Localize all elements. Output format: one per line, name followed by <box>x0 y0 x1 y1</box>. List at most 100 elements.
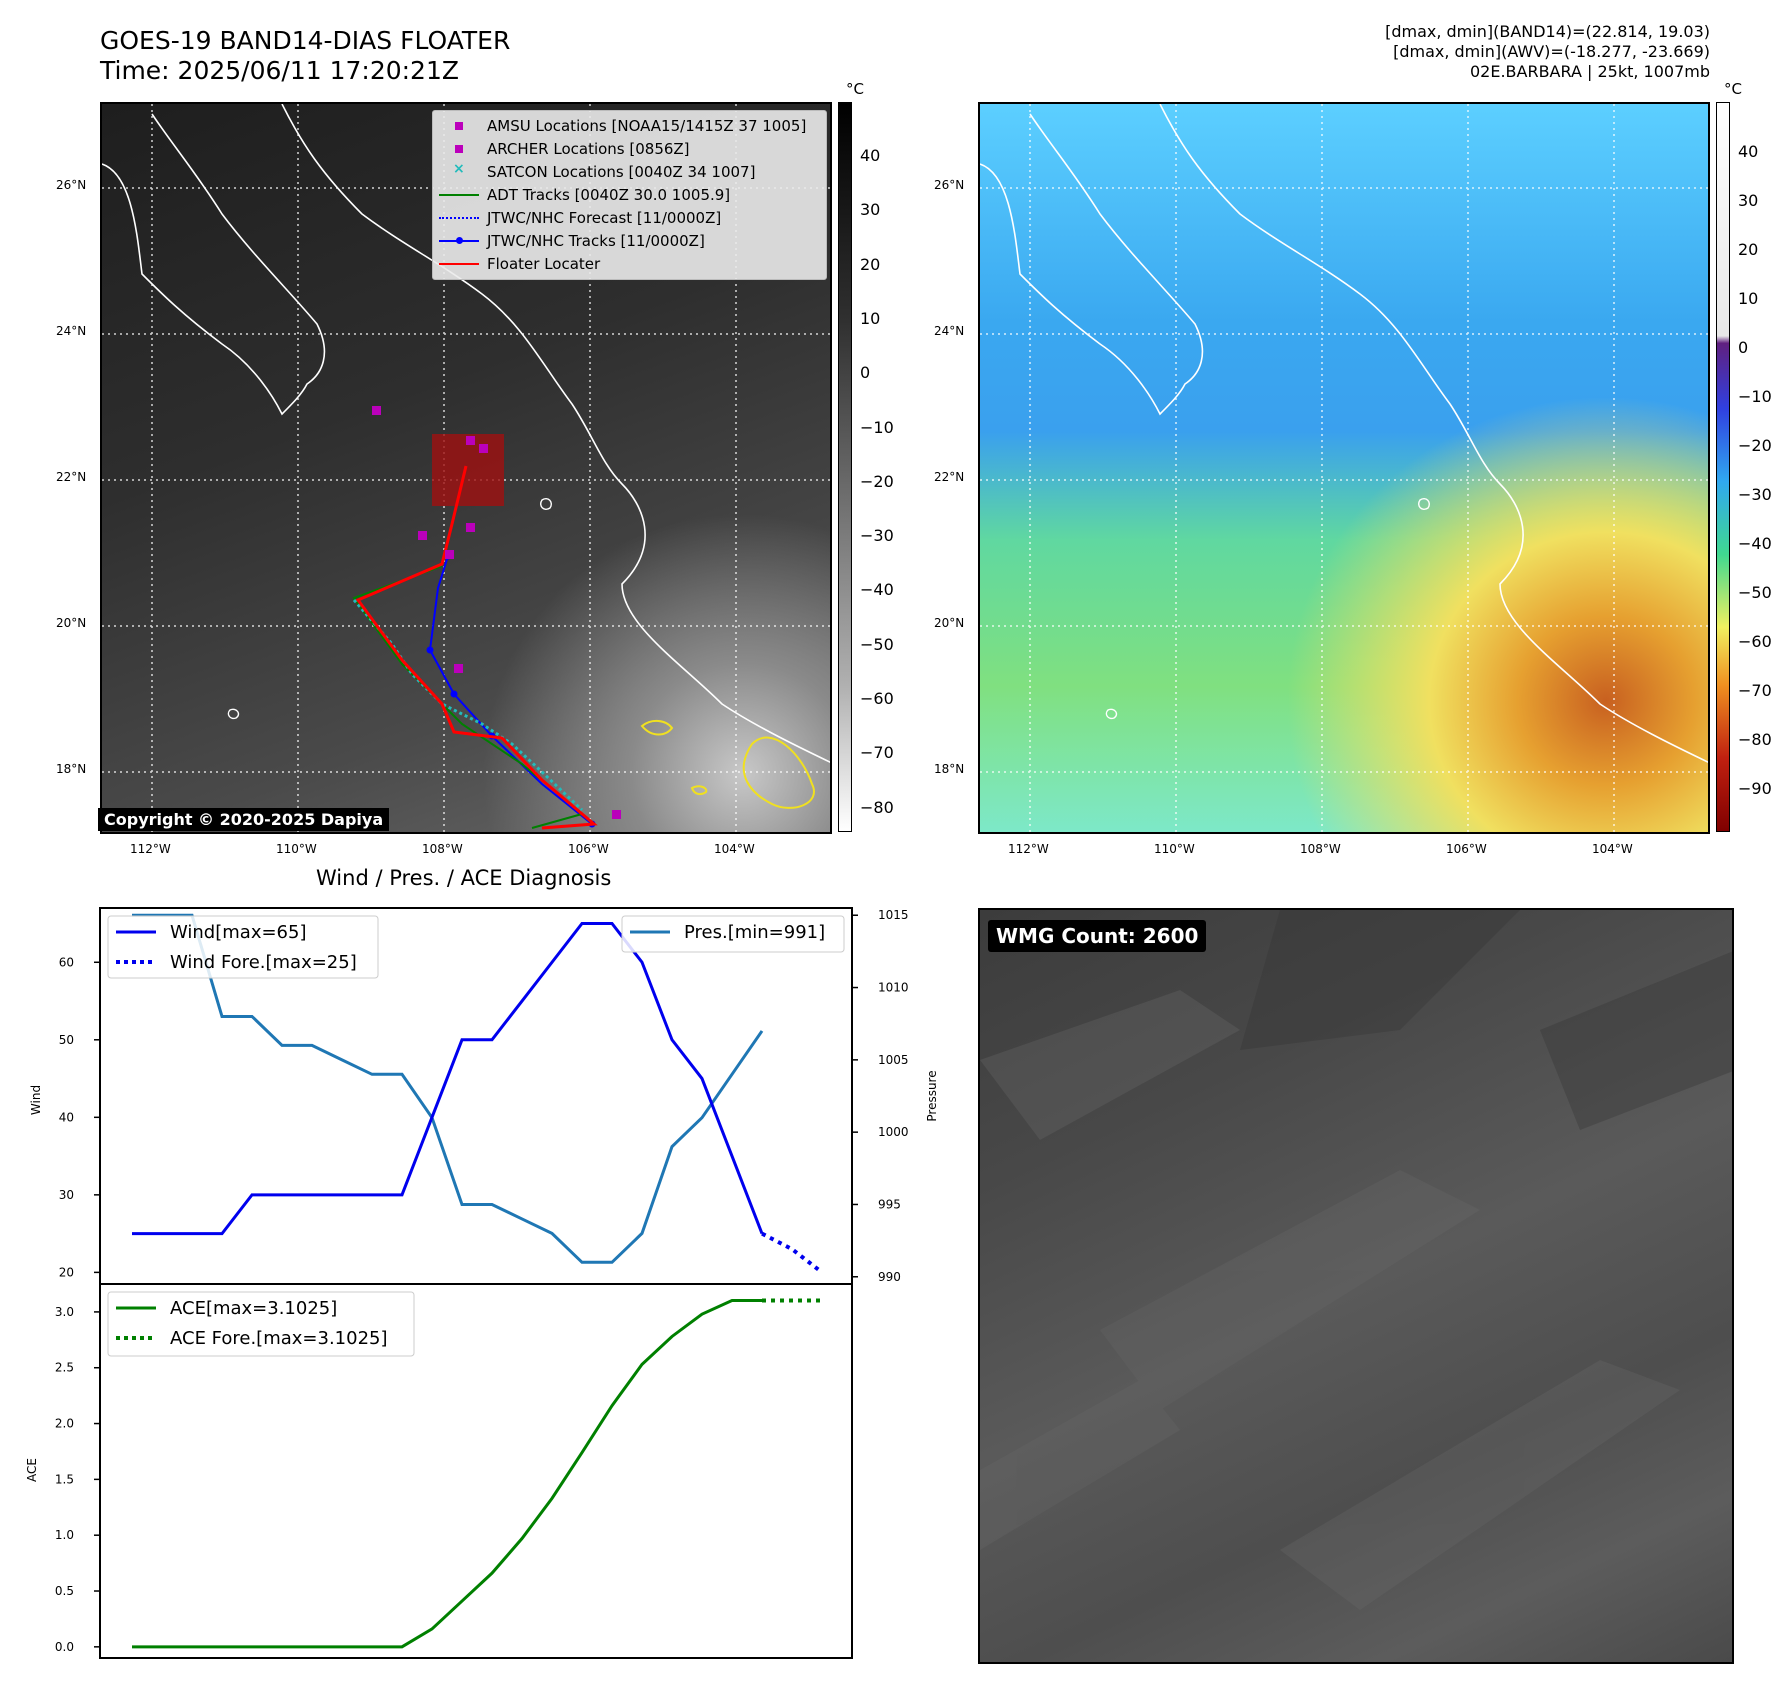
ace-legend: ACE[max=3.1025] ACE Fore.[max=3.1025] <box>107 1291 415 1357</box>
right-colorbar-tick: −80 <box>1738 730 1772 749</box>
legend-amsu: AMSU Locations [NOAA15/1415Z 37 1005] <box>487 117 807 135</box>
diag-title: Wind / Pres. / ACE Diagnosis <box>316 866 612 890</box>
legend-floater: Floater Locater <box>487 255 601 273</box>
lat-label-24: 24°N <box>56 324 87 338</box>
right-colorbar-unit: °C <box>1724 80 1742 98</box>
awv-islands <box>1105 498 1430 720</box>
diag-series <box>132 913 824 1649</box>
pressure-tick-label: 1005 <box>878 1053 909 1067</box>
info-line-2: [dmax, dmin](AWV)=(-18.277, -23.669) <box>1393 42 1710 61</box>
lon-label-112: 112°W <box>130 842 171 856</box>
wmg-count-badge: WMG Count: 2600 <box>988 920 1207 952</box>
lon-label-106: 106°W <box>568 842 609 856</box>
legend-jtwc-tracks: JTWC/NHC Tracks [11/0000Z] <box>487 232 705 250</box>
lat-label-18: 18°N <box>56 762 87 776</box>
pressure-line <box>132 913 764 1264</box>
awv-map-panel <box>978 102 1710 834</box>
right-colorbar-tick: 0 <box>1738 338 1749 357</box>
awv-map-gridlines <box>980 104 1708 832</box>
satcon-markers <box>352 599 584 812</box>
jtwc-track-line <box>428 555 593 825</box>
ir-map-legend: AMSU Locations [NOAA15/1415Z 37 1005] AR… <box>432 110 827 280</box>
wind-tick-label: 20 <box>59 1265 74 1279</box>
ace-line <box>132 1298 762 1649</box>
pressure-ticks: 1015 1010 1005 1000 995 990 <box>852 908 909 1284</box>
legend-satcon: SATCON Locations [0040Z 34 1007] <box>487 163 756 181</box>
awv-lat-label-26: 26°N <box>934 178 965 192</box>
ace-tick-label: 2.0 <box>55 1417 74 1431</box>
ace-tick-label: 0.5 <box>55 1584 74 1598</box>
title-line-2: Time: 2025/06/11 17:20:21Z <box>100 56 459 85</box>
wind-forecast-line <box>761 1231 824 1274</box>
ir-map-panel: AMSU Locations [NOAA15/1415Z 37 1005] AR… <box>100 102 832 834</box>
wind-axis-label: Wind <box>29 1085 43 1115</box>
right-colorbar-tick: −10 <box>1738 387 1772 406</box>
ace-ticks: 3.0 2.5 2.0 1.5 1.0 0.5 0.0 <box>55 1305 100 1654</box>
awv-lat-label-18: 18°N <box>934 762 965 776</box>
pressure-legend: Pres.[min=991] <box>621 915 845 953</box>
pressure-tick-label: 990 <box>878 1270 901 1284</box>
figure-info: [dmax, dmin](BAND14)=(22.814, 19.03) [dm… <box>1385 22 1710 82</box>
awv-lon-label-104: 104°W <box>1592 842 1633 856</box>
info-line-3: 02E.BARBARA | 25kt, 1007mb <box>1469 62 1710 81</box>
wind-tick-label: 60 <box>59 955 74 969</box>
figure-title: GOES-19 BAND14-DIAS FLOATER Time: 2025/0… <box>100 26 510 86</box>
legend-archer: ARCHER Locations [0856Z] <box>487 140 690 158</box>
ir-coastline <box>102 104 830 763</box>
ir-map-svg <box>102 104 830 832</box>
right-colorbar-tick: 20 <box>1738 240 1759 259</box>
pressure-tick-label: 1000 <box>878 1125 909 1139</box>
ir-islands <box>227 498 552 720</box>
ace-tick-label: 3.0 <box>55 1305 74 1319</box>
pressure-axis-label: Pressure <box>925 1070 939 1121</box>
left-colorbar-tick: 10 <box>860 308 881 328</box>
awv-lat-label-22: 22°N <box>934 470 965 484</box>
awv-lon-label-108: 108°W <box>1300 842 1341 856</box>
lat-label-26: 26°N <box>56 178 87 192</box>
legend-ace: ACE[max=3.1025] <box>170 1298 337 1319</box>
right-colorbar-tick: −70 <box>1738 681 1772 700</box>
ace-tick-label: 0.0 <box>55 1640 74 1654</box>
right-colorbar-tick: −20 <box>1738 436 1772 455</box>
lat-label-20: 20°N <box>56 616 87 630</box>
left-colorbar-tick: −30 <box>860 526 894 546</box>
right-colorbar-tick: −30 <box>1738 485 1772 504</box>
diag-chart: Wind Pressure ACE 60 50 40 30 20 1015 1010 100… <box>25 907 939 1659</box>
awv-lon-label-110: 110°W <box>1154 842 1195 856</box>
right-colorbar-tick: −90 <box>1738 779 1772 798</box>
ir-cold-contours <box>640 720 815 809</box>
wind-tick-label: 40 <box>59 1110 74 1124</box>
right-colorbar-tick: 30 <box>1738 191 1759 210</box>
left-colorbar-tick: 0 <box>860 363 871 383</box>
ace-axes-frame <box>99 1283 853 1659</box>
ace-tick-label: 2.5 <box>55 1361 74 1375</box>
ace-tick-label: 1.0 <box>55 1528 74 1542</box>
awv-lon-label-106: 106°W <box>1446 842 1487 856</box>
wmg-panel <box>978 908 1734 1664</box>
lon-label-108: 108°W <box>422 842 463 856</box>
left-colorbar <box>838 102 852 832</box>
legend-wind-fore: Wind Fore.[max=25] <box>170 952 357 973</box>
wind-tick-label: 50 <box>59 1033 74 1047</box>
ace-axis-label: ACE <box>25 1458 39 1482</box>
copyright-label: Copyright © 2020-2025 Dapiya <box>98 808 390 831</box>
legend-pressure: Pres.[min=991] <box>684 922 825 943</box>
left-colorbar-unit: °C <box>846 80 864 98</box>
lon-label-110: 110°W <box>276 842 317 856</box>
awv-lat-label-24: 24°N <box>934 324 965 338</box>
lon-label-104: 104°W <box>714 842 755 856</box>
left-colorbar-tick: −60 <box>860 689 894 708</box>
right-colorbar-tick: −60 <box>1738 632 1772 651</box>
left-colorbar-tick: −80 <box>860 797 894 817</box>
wind-line <box>132 922 764 1236</box>
floater-track-line <box>355 465 598 830</box>
left-colorbar-tick: −70 <box>860 743 894 763</box>
legend-wind: Wind[max=65] <box>170 922 307 943</box>
left-colorbar-tick: 20 <box>860 254 881 274</box>
amsu-archer-markers <box>372 406 621 819</box>
wind-legend: Wind[max=65] Wind Fore.[max=25] <box>107 915 379 979</box>
right-colorbar-tick: −50 <box>1738 583 1772 602</box>
pressure-tick-label: 1015 <box>878 908 909 922</box>
left-colorbar-tick: −20 <box>860 471 894 491</box>
left-colorbar-tick: −10 <box>860 417 894 437</box>
